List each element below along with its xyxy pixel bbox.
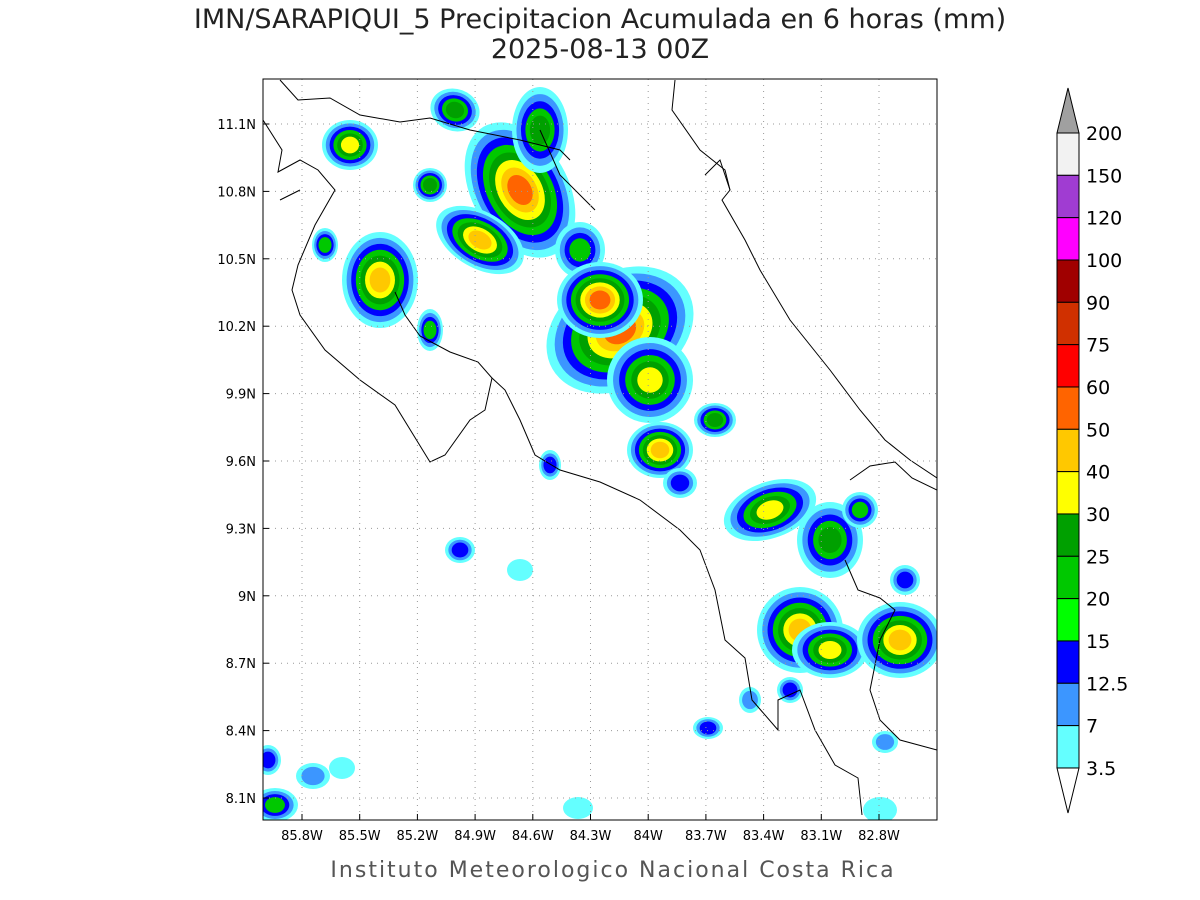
- colorbar-label: 30: [1086, 504, 1110, 526]
- title: IMN/SARAPIQUI_5 Precipitacion Acumulada …: [194, 4, 1006, 35]
- colorbar-label: 200: [1086, 123, 1122, 145]
- precip-contour: [569, 238, 591, 262]
- lon-label: 84W: [633, 829, 663, 844]
- colorbar-label: 50: [1086, 419, 1110, 441]
- colorbar-label: 3.5: [1086, 758, 1116, 780]
- map-frame: [262, 78, 938, 821]
- precip-contour: [318, 237, 332, 253]
- precip-contour: [423, 178, 437, 192]
- colorbar-label: 90: [1086, 292, 1110, 314]
- precip-contour: [818, 527, 842, 553]
- colorbar-box: [1056, 471, 1080, 515]
- subtitle: 2025-08-13 00Z: [491, 34, 709, 65]
- colorbar-upper-arrow: [1056, 87, 1080, 134]
- colorbar-lower-arrow: [1056, 767, 1080, 814]
- colorbar-box: [1056, 259, 1080, 303]
- precip-contour: [875, 734, 895, 750]
- precip-contour: [670, 474, 690, 492]
- lon-label: 85.8W: [281, 829, 323, 844]
- colorbar-box: [1056, 513, 1080, 557]
- lon-label: 83.4W: [743, 829, 785, 844]
- colorbar-label: 20: [1086, 589, 1110, 611]
- colorbar-label: 12.5: [1086, 673, 1128, 695]
- lon-label: 83.1W: [800, 829, 842, 844]
- coastlines: [263, 79, 937, 816]
- precip-contour: [543, 456, 557, 474]
- precip-contour: [563, 797, 593, 819]
- colorbar: 200 150 120 100 90 75 60 50 40 30 25 20 15 12.5 7 3.5: [1056, 87, 1128, 814]
- colorbar-label: 150: [1086, 165, 1122, 187]
- lon-label: 85.2W: [396, 829, 438, 844]
- precip-contour: [706, 413, 724, 427]
- precip-contour: [650, 441, 670, 459]
- lon-label: 83.7W: [685, 829, 727, 844]
- colorbar-box: [1056, 598, 1080, 642]
- precip-contour: [263, 751, 276, 769]
- lat-label: 11.1N: [217, 118, 256, 133]
- colorbar-box: [1056, 217, 1080, 261]
- colorbar-box: [1056, 174, 1080, 219]
- precip-contour: [340, 136, 360, 154]
- precip-contour: [265, 797, 285, 813]
- precipitation-field: [263, 87, 937, 820]
- lon-label: 84.9W: [454, 829, 496, 844]
- colorbar-label: 120: [1086, 208, 1122, 230]
- lon-label: 82.8W: [858, 829, 900, 844]
- lat-label: 8.1N: [226, 792, 256, 807]
- precip-contour: [851, 501, 869, 519]
- graticule: [263, 79, 937, 820]
- precip-contour: [637, 367, 663, 393]
- precip-contour: [888, 629, 912, 651]
- lat-label: 9.9N: [226, 388, 256, 403]
- precip-contour: [589, 290, 611, 310]
- colorbar-label: 60: [1086, 377, 1110, 399]
- precip-contour: [863, 797, 897, 820]
- colorbar-label: 15: [1086, 631, 1110, 653]
- colorbar-label: 100: [1086, 250, 1122, 272]
- precip-contour: [896, 571, 914, 589]
- footer: Instituto Meteorologico Nacional Costa R…: [330, 858, 895, 883]
- lat-label: 8.4N: [226, 725, 256, 740]
- lat-label: 10.8N: [217, 185, 256, 200]
- precip-contour: [507, 559, 533, 581]
- precip-contour: [699, 721, 717, 735]
- colorbar-label: 75: [1086, 335, 1110, 357]
- lat-label: 9.6N: [226, 455, 256, 470]
- colorbar-box: [1056, 725, 1080, 769]
- colorbar-label: 25: [1086, 546, 1110, 568]
- precip-contour: [468, 230, 492, 250]
- precip-contour: [782, 682, 798, 698]
- precip-contour: [507, 175, 533, 205]
- colorbar-box: [1056, 640, 1080, 684]
- colorbar-box: [1056, 386, 1080, 430]
- precip-contour: [329, 757, 355, 779]
- precip-contour: [818, 640, 842, 660]
- colorbar-box: [1056, 555, 1080, 600]
- colorbar-box: [1056, 344, 1080, 388]
- precip-contour: [451, 542, 469, 558]
- colorbar-label: 40: [1086, 462, 1110, 484]
- colorbar-label: 7: [1086, 716, 1098, 738]
- colorbar-box: [1056, 132, 1080, 176]
- colorbar-box: [1056, 682, 1080, 727]
- lat-label: 9.3N: [226, 522, 256, 537]
- lon-label: 85.5W: [339, 829, 381, 844]
- precip-contour: [369, 267, 391, 293]
- colorbar-box: [1056, 428, 1080, 473]
- map-area: 85.8W 85.5W 85.2W 84.9W 84.6W 84.3W 84W 83.7W 83…: [217, 78, 938, 844]
- lat-label: 10.2N: [217, 320, 256, 335]
- precip-contour: [423, 320, 437, 340]
- precip-contour: [301, 766, 325, 786]
- lon-label: 84.6W: [512, 829, 554, 844]
- colorbar-box: [1056, 301, 1080, 346]
- lat-label: 10.5N: [217, 253, 256, 268]
- precip-contour: [445, 101, 465, 119]
- lon-label: 84.3W: [570, 829, 612, 844]
- lat-label: 9N: [238, 590, 256, 605]
- lat-label: 8.7N: [226, 657, 256, 672]
- precip-contour: [742, 690, 758, 710]
